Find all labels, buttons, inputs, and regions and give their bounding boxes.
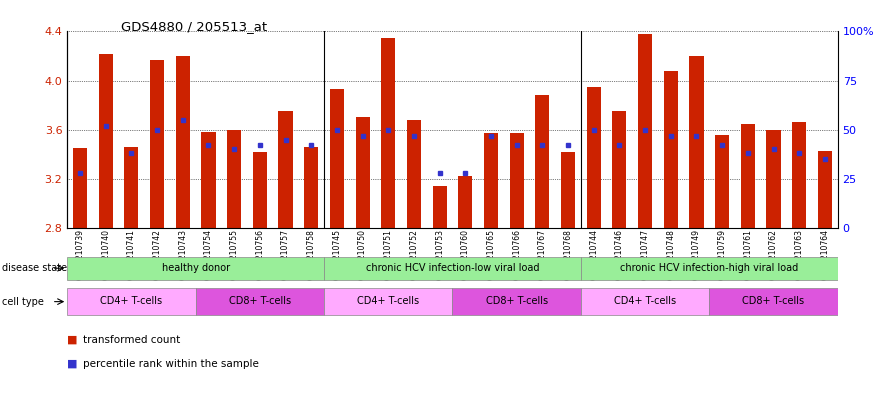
Bar: [407, 120, 421, 228]
Text: percentile rank within the sample: percentile rank within the sample: [83, 358, 259, 369]
Text: CD8+ T-cells: CD8+ T-cells: [228, 296, 291, 306]
Bar: [253, 152, 267, 228]
Bar: [561, 152, 575, 228]
Text: ■: ■: [67, 335, 78, 345]
Bar: [484, 133, 498, 228]
Bar: [664, 71, 678, 228]
Bar: [279, 111, 293, 228]
Bar: [792, 122, 806, 228]
Bar: [176, 56, 190, 228]
Bar: [612, 111, 626, 228]
Text: ■: ■: [67, 358, 78, 369]
Bar: [150, 60, 164, 228]
Bar: [766, 130, 780, 228]
Bar: [581, 288, 710, 315]
Text: cell type: cell type: [2, 297, 44, 307]
Text: GDS4880 / 205513_at: GDS4880 / 205513_at: [121, 20, 267, 33]
Text: chronic HCV infection-low viral load: chronic HCV infection-low viral load: [366, 263, 539, 273]
Bar: [195, 288, 324, 315]
Bar: [689, 56, 703, 228]
Bar: [356, 118, 370, 228]
Bar: [202, 132, 216, 228]
Bar: [324, 257, 581, 280]
Bar: [381, 38, 395, 228]
Bar: [125, 147, 139, 228]
Bar: [330, 89, 344, 228]
Text: chronic HCV infection-high viral load: chronic HCV infection-high viral load: [620, 263, 798, 273]
Bar: [67, 257, 324, 280]
Text: CD4+ T-cells: CD4+ T-cells: [614, 296, 676, 306]
Text: CD4+ T-cells: CD4+ T-cells: [100, 296, 162, 306]
Bar: [458, 176, 472, 228]
Bar: [304, 147, 318, 228]
Bar: [510, 133, 524, 228]
Bar: [638, 34, 652, 228]
Text: CD8+ T-cells: CD8+ T-cells: [743, 296, 805, 306]
Bar: [581, 257, 838, 280]
Bar: [535, 95, 549, 228]
Bar: [741, 123, 755, 228]
Text: CD4+ T-cells: CD4+ T-cells: [358, 296, 419, 306]
Text: disease state: disease state: [2, 263, 67, 273]
Bar: [818, 151, 832, 228]
Bar: [67, 288, 195, 315]
Bar: [715, 135, 729, 228]
Bar: [99, 53, 113, 228]
Bar: [587, 87, 601, 228]
Bar: [710, 288, 838, 315]
Bar: [324, 288, 452, 315]
Bar: [227, 130, 241, 228]
Text: healthy donor: healthy donor: [161, 263, 229, 273]
Bar: [433, 186, 447, 228]
Text: transformed count: transformed count: [83, 335, 181, 345]
Bar: [452, 288, 581, 315]
Bar: [73, 148, 87, 228]
Text: CD8+ T-cells: CD8+ T-cells: [486, 296, 547, 306]
